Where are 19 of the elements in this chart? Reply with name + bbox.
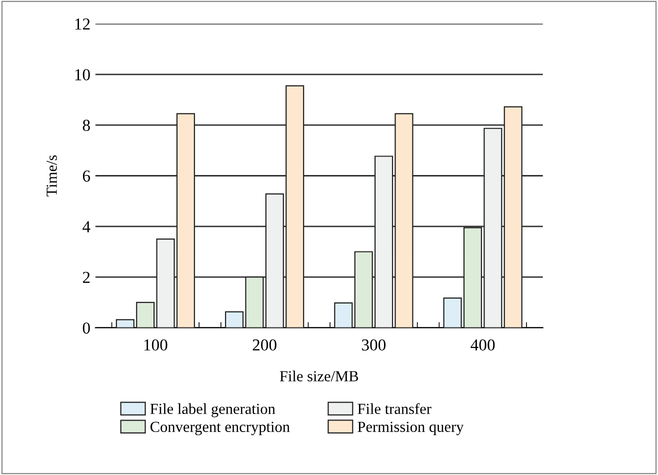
x-axis-title: File size/MB (280, 370, 358, 382)
y-tick-label: 10 (75, 69, 90, 80)
y-tick-label: 2 (82, 272, 90, 283)
x-tick-label: 400 (470, 339, 495, 351)
y-tick-label: 4 (82, 221, 90, 232)
y-tick-label: 6 (82, 170, 90, 182)
x-tick-label: 100 (144, 339, 168, 351)
legend-label: Permission query (358, 422, 464, 436)
legend-label: Convergent encryption (150, 422, 290, 436)
x-tick-label: 200 (252, 339, 276, 351)
y-tick-label: 12 (75, 18, 90, 30)
y-tick-label: 0 (82, 322, 90, 334)
y-tick-label: 8 (82, 120, 90, 132)
y-axis-title: Time/s (46, 155, 57, 196)
x-tick-label: 300 (362, 339, 386, 351)
legend-label: File label generation (150, 403, 276, 418)
legend-label: File transfer (358, 403, 432, 414)
bar (504, 106, 522, 328)
bar (334, 302, 353, 328)
